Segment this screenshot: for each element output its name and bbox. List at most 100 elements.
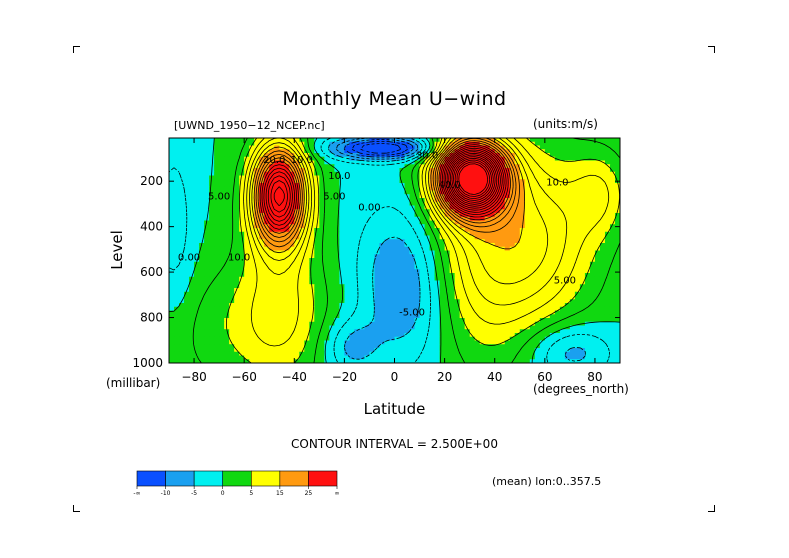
contour-fill-cell — [324, 329, 330, 334]
contour-fill-cell — [599, 265, 606, 270]
contour-fill-cell — [199, 216, 205, 222]
contour-fill-cell — [249, 160, 255, 165]
contour-fill-cell — [414, 261, 421, 267]
contour-fill-cell — [609, 239, 616, 244]
contour-fill-cell — [289, 205, 295, 210]
contour-fill-cell — [419, 250, 426, 255]
contour-fill-cell — [184, 318, 190, 323]
contour-fill-cell — [509, 318, 516, 323]
contour-fill-cell — [549, 333, 556, 338]
contour-fill-cell — [514, 216, 521, 222]
contour-fill-cell — [329, 190, 335, 195]
contour-fill-cell — [579, 276, 586, 282]
contour-fill-cell — [394, 329, 401, 334]
contour-fill-cell — [169, 265, 175, 270]
contour-fill-cell — [479, 291, 486, 297]
contour-fill-cell — [194, 329, 200, 334]
contour-fill-cell — [404, 295, 411, 300]
contour-fill-cell — [609, 321, 616, 327]
contour-fill-cell — [424, 194, 431, 199]
contour-fill-cell — [399, 314, 406, 319]
contour-fill-cell — [309, 168, 315, 173]
contour-fill-cell — [224, 250, 230, 255]
contour-fill-cell — [324, 254, 330, 259]
contour-fill-cell — [339, 261, 345, 267]
contour-fill-cell — [169, 261, 175, 267]
contour-fill-cell — [369, 258, 376, 263]
contour-fill-cell — [494, 250, 501, 255]
contour-fill-cell — [274, 329, 280, 334]
contour-fill-cell — [569, 291, 576, 297]
contour-fill-cell — [459, 153, 466, 158]
contour-fill-cell — [549, 314, 556, 319]
contour-fill-cell — [394, 198, 401, 203]
contour-fill-cell — [269, 254, 275, 259]
contour-fill-cell — [224, 168, 230, 173]
contour-fill-cell — [289, 254, 295, 259]
contour-fill-cell — [594, 261, 601, 267]
contour-fill-cell — [434, 258, 441, 263]
contour-fill-cell — [579, 284, 586, 289]
contour-fill-cell — [344, 291, 350, 297]
contour-fill-cell — [259, 141, 265, 147]
contour-fill-cell — [209, 288, 215, 293]
contour-fill-cell — [194, 145, 200, 150]
contour-fill-cell — [349, 156, 356, 162]
contour-fill-cell — [389, 213, 396, 218]
contour-fill-cell — [294, 138, 300, 143]
contour-fill-cell — [224, 284, 230, 289]
contour-fill-cell — [199, 303, 205, 308]
contour-fill-cell — [429, 310, 436, 315]
contour-fill-cell — [204, 220, 210, 225]
contour-fill-cell — [169, 276, 175, 282]
contour-fill-cell — [409, 333, 416, 338]
contour-fill-cell — [514, 164, 521, 169]
contour-fill-cell — [194, 243, 200, 248]
contour-fill-cell — [304, 306, 310, 312]
contour-fill-cell — [399, 261, 406, 267]
contour-fill-cell — [519, 269, 526, 274]
contour-fill-cell — [544, 224, 551, 229]
contour-fill-cell — [594, 239, 601, 244]
contour-fill-cell — [294, 333, 300, 338]
contour-fill-cell — [354, 329, 361, 334]
contour-fill-cell — [414, 168, 421, 173]
contour-fill-cell — [449, 295, 456, 300]
contour-fill-cell — [574, 284, 581, 289]
contour-fill-cell — [564, 138, 571, 143]
contour-fill-cell — [264, 273, 270, 278]
contour-fill-cell — [234, 235, 240, 240]
contour-fill-cell — [284, 291, 290, 297]
contour-fill-cell — [544, 179, 551, 184]
contour-fill-cell — [534, 340, 541, 345]
contour-fill-cell — [524, 216, 531, 222]
contour-fill-cell — [589, 235, 596, 240]
contour-fill-cell — [409, 216, 416, 222]
contour-fill-cell — [394, 318, 401, 323]
contour-fill-cell — [419, 216, 426, 222]
contour-fill-cell — [574, 149, 581, 154]
contour-fill-cell — [244, 239, 250, 244]
contour-fill-cell — [464, 325, 471, 330]
contour-fill-cell — [354, 314, 361, 319]
contour-fill-cell — [584, 329, 591, 334]
contour-fill-cell — [259, 261, 265, 267]
contour-fill-cell — [549, 310, 556, 315]
contour-fill-cell — [424, 145, 431, 150]
contour-fill-cell — [579, 265, 586, 270]
contour-fill-cell — [529, 198, 536, 203]
contour-fill-cell — [374, 235, 381, 240]
contour-fill-cell — [174, 303, 180, 308]
contour-fill-cell — [169, 205, 175, 210]
contour-fill-cell — [299, 171, 305, 177]
contour-fill-cell — [439, 276, 446, 282]
contour-fill-cell — [464, 243, 471, 248]
contour-fill-cell — [579, 329, 586, 334]
contour-fill-cell — [299, 141, 305, 147]
contour-fill-cell — [359, 333, 366, 338]
contour-fill-cell — [489, 329, 496, 334]
contour-fill-cell — [199, 175, 205, 180]
contour-fill-cell — [174, 164, 180, 169]
contour-fill-cell — [454, 273, 461, 278]
contour-fill-cell — [504, 325, 511, 330]
